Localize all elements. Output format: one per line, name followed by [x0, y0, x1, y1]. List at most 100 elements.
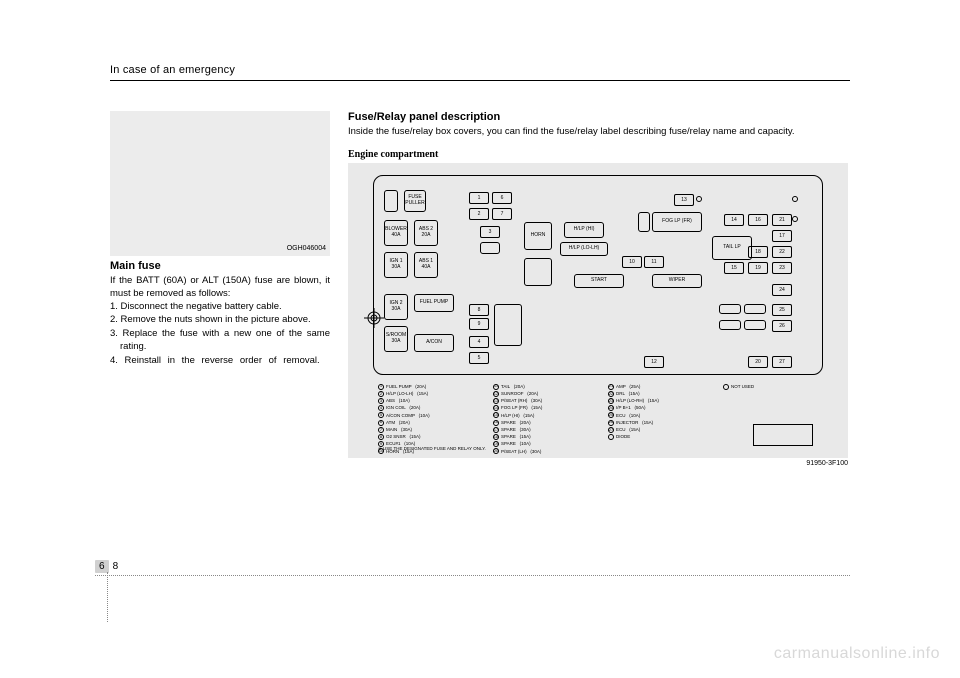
screw-hole-2: [792, 216, 798, 222]
legend-row: 6ATM (20A): [378, 419, 473, 426]
fuse-slot-13: 13: [674, 194, 694, 206]
step-1: 1. Disconnect the negative battery cable…: [120, 301, 330, 314]
legend-col-0: 1FUEL PUMP (20A)2H/LP (LO-LH) (15A)3ABS …: [378, 383, 473, 455]
relay-5: FOG LP (FR): [652, 212, 702, 232]
relay-6: TAIL LP: [712, 236, 752, 260]
legend-row: 4IGN COIL (20A): [378, 404, 473, 411]
plain-box-4: [638, 212, 650, 232]
legend-row: 14FOG LP (FR) (15A): [493, 404, 588, 411]
main-fuse-intro: If the BATT (60A) or ALT (150A) fuse are…: [110, 275, 330, 301]
footer-dotted-line: [95, 575, 850, 576]
legend-row: 5A/CON COMP (10A): [378, 412, 473, 419]
fuse-block-8: A/CON: [414, 334, 454, 352]
fuse-block-7: S/ROOM30A: [384, 326, 408, 352]
right-column: Fuse/Relay panel description Inside the …: [348, 111, 850, 467]
legend-row: 3ABS (10A): [378, 397, 473, 404]
legend-col-1: 11TAIL (20A)12SUNROOF (20A)13P/SEAT (RH)…: [493, 383, 588, 455]
legend-row: 11TAIL (20A): [493, 383, 588, 390]
legend-row: 20P/SEAT (LH) (30A): [493, 448, 588, 455]
legend-row: 17SPARE (30A): [493, 426, 588, 433]
legend-row: 22DRL (15A): [608, 390, 703, 397]
screw-hole-1: [792, 196, 798, 202]
fuse-slot-15: 15: [724, 262, 744, 274]
legend-col-2: 21AMP (25A)22DRL (15A)23H/LP (LO-RH) (15…: [608, 383, 703, 455]
relay-2: H/LP (HI): [564, 222, 604, 238]
header-title: In case of an emergency: [110, 64, 235, 76]
alignment-target: [364, 308, 384, 328]
fuse-slot-4: 4: [469, 336, 489, 348]
fuse-slot-3: 3: [480, 226, 500, 238]
page-content: In case of an emergency OGH046004 Main f…: [110, 60, 850, 560]
fuse-slot-12: 12: [644, 356, 664, 368]
diagram-outline: FUSEPULLER BLOWER40AABS 220AIGN 130AABS 1…: [373, 175, 823, 375]
legend-row: 19SPARE (10A): [493, 440, 588, 447]
diagram-code: 91950-3F100: [348, 460, 848, 467]
fuse-block-3: IGN 130A: [384, 252, 408, 278]
legend-row: 13P/SEAT (RH) (30A): [493, 397, 588, 404]
legend-row: 16SPARE (20A): [493, 419, 588, 426]
plain-box-2: [524, 258, 552, 286]
page-number: 8: [113, 561, 119, 572]
plain-box-6: [744, 304, 766, 314]
fuse-slot-10: 10: [622, 256, 642, 268]
legend-footer: ※ USE THE DESIGNATED FUSE AND RELAY ONLY…: [378, 446, 486, 452]
legend: 1FUEL PUMP (20A)2H/LP (LO-LH) (15A)3ABS …: [378, 383, 818, 455]
fuse-slot-19: 19: [748, 262, 768, 274]
plain-box-0: [384, 190, 398, 212]
legend-row: 2H/LP (LO-LH) (15A): [378, 390, 473, 397]
steps-list: 1. Disconnect the negative battery cable…: [110, 301, 330, 368]
step-2: 2. Remove the nuts shown in the picture …: [120, 314, 330, 327]
main-fuse-image: OGH046004: [110, 111, 330, 256]
fuse-slot-18: 18: [748, 246, 768, 258]
legend-row: 8O2 SNSR (15A): [378, 433, 473, 440]
legend-row: 24I/P B+1 (50A): [608, 404, 703, 411]
relay-0: HORN: [524, 222, 552, 250]
left-column: OGH046004 Main fuse If the BATT (60A) or…: [110, 111, 330, 467]
watermark: carmanualsonline.info: [774, 645, 940, 663]
blank-label-box: [753, 424, 813, 446]
fuse-slot-2: 2: [469, 208, 489, 220]
content-columns: OGH046004 Main fuse If the BATT (60A) or…: [110, 111, 850, 467]
fuse-slot-5: 5: [469, 352, 489, 364]
fuse-block-5: IGN 230A: [384, 294, 408, 320]
fuse-slot-27: 27: [772, 356, 792, 368]
relay-3: H/LP (LO-LH): [560, 242, 608, 256]
legend-row: 18SPARE (15A): [493, 433, 588, 440]
fuse-slot-14: 14: [724, 214, 744, 226]
header-rule: In case of an emergency: [110, 60, 850, 81]
fuse-block-4: ABS 140A: [414, 252, 438, 278]
diagram-title: Engine compartment: [348, 149, 850, 160]
fuse-diagram: FUSEPULLER BLOWER40AABS 220AIGN 130AABS 1…: [348, 163, 848, 458]
panel-desc-body: Inside the fuse/relay box covers, you ca…: [348, 126, 850, 139]
legend-row: 15H/LP (HI) (15A): [493, 412, 588, 419]
fuse-block-2: ABS 220A: [414, 220, 438, 246]
legend-row: 7MAIN (30A): [378, 426, 473, 433]
plain-box-7: [719, 320, 741, 330]
fuse-slot-11: 11: [644, 256, 664, 268]
fuse-block-1: BLOWER40A: [384, 220, 408, 246]
fuse-slot-6: 6: [492, 192, 512, 204]
legend-row: 21AMP (25A): [608, 383, 703, 390]
fuse-slot-26: 26: [772, 320, 792, 332]
main-fuse-title: Main fuse: [110, 260, 330, 272]
step-3: 3. Replace the fuse with a new one of th…: [120, 328, 330, 354]
fuse-slot-25: 25: [772, 304, 792, 316]
relay-4: WIPER: [652, 274, 702, 288]
plain-box-5: [719, 304, 741, 314]
fuse-slot-24: 24: [772, 284, 792, 296]
fuse-slot-23: 23: [772, 262, 792, 274]
legend-row: 23H/LP (LO-RH) (15A): [608, 397, 703, 404]
panel-desc-title: Fuse/Relay panel description: [348, 111, 850, 123]
footer: 6 8: [95, 560, 850, 576]
fuse-slot-7: 7: [492, 208, 512, 220]
footer-page-nums: 6 8: [95, 560, 850, 573]
legend-row: 12SUNROOF (20A): [493, 390, 588, 397]
fuse-slot-22: 22: [772, 246, 792, 258]
fuse-block-0: FUSEPULLER: [404, 190, 426, 212]
plain-box-1: [480, 242, 500, 254]
fuse-slot-9: 9: [469, 318, 489, 330]
fuse-slot-17: 17: [772, 230, 792, 242]
legend-row: DIODE: [608, 433, 703, 440]
plain-box-8: [744, 320, 766, 330]
image-code: OGH046004: [287, 245, 326, 252]
